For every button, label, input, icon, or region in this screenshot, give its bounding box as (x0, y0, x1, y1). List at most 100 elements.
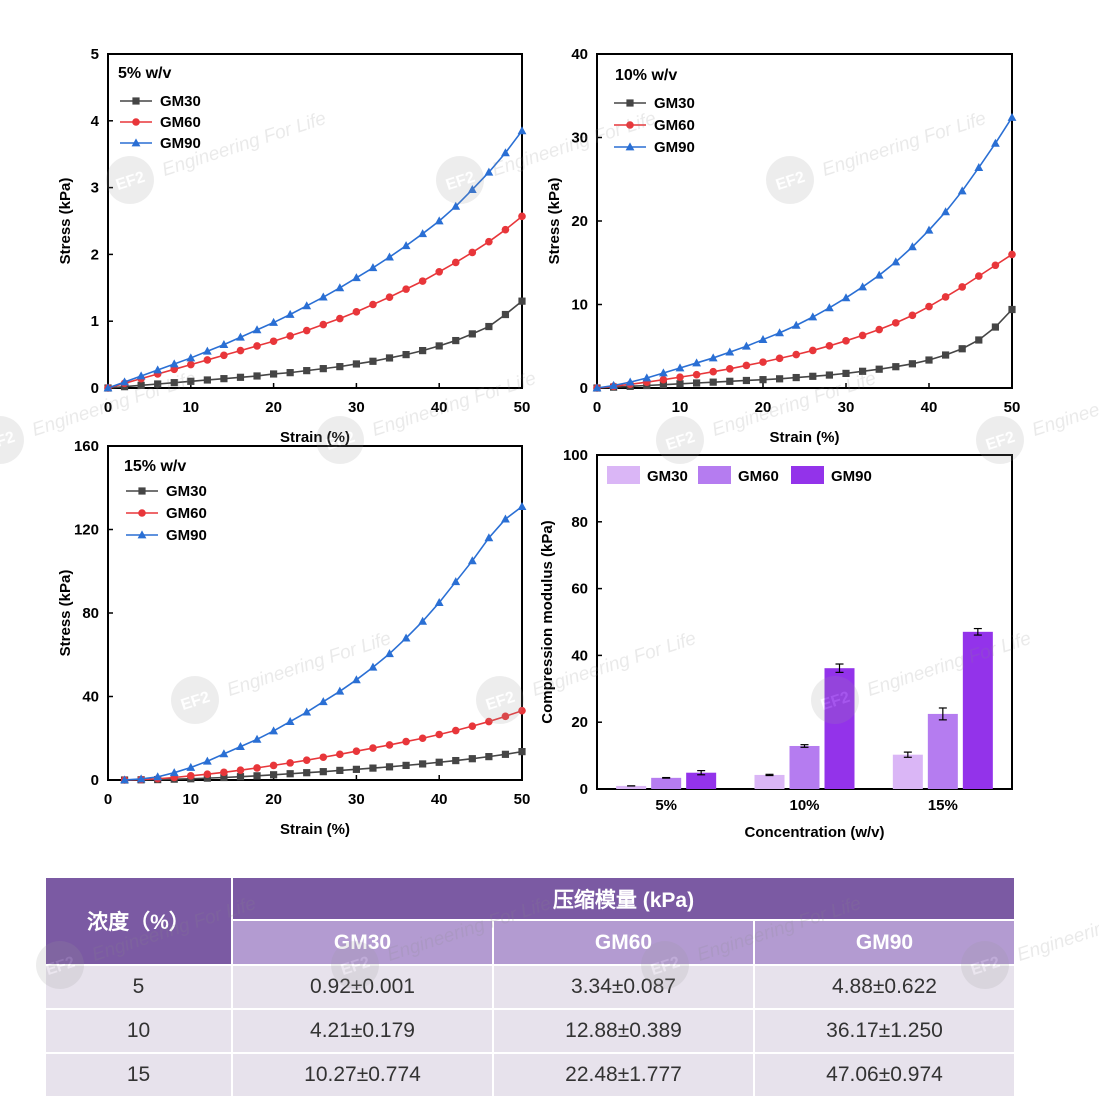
y-tick-label: 100 (563, 447, 588, 464)
data-point (842, 337, 850, 345)
table-cell: 5 (44, 964, 233, 1010)
data-point (975, 272, 983, 280)
data-point (419, 346, 427, 355)
data-point (485, 237, 493, 246)
data-point (841, 293, 851, 302)
data-point (924, 225, 934, 234)
data-point (103, 383, 113, 392)
data-point (186, 762, 196, 771)
bar-gm30 (754, 774, 785, 789)
data-point (202, 756, 212, 765)
y-tick-label: 20 (571, 714, 588, 731)
x-tick-label: 50 (1004, 399, 1021, 416)
data-point (401, 633, 411, 642)
data-point (892, 319, 900, 327)
data-point (501, 750, 510, 758)
data-point (236, 346, 245, 355)
data-point (825, 342, 834, 350)
data-point (385, 649, 394, 658)
compression-modulus-bar-chart: 0 20 40 60 80 100 5% 10% 15% Concentration (w/v) C… (539, 447, 1013, 841)
legend-label: GM90 (160, 135, 201, 152)
data-point (402, 285, 410, 293)
data-point (385, 293, 394, 301)
x-tick-label: 15% (928, 797, 958, 814)
table-cell: 4.88±0.622 (753, 964, 1016, 1010)
data-point (709, 378, 717, 386)
data-point (659, 375, 668, 384)
bar-gm30 (892, 754, 923, 789)
x-tick-label: 10 (672, 399, 689, 416)
data-point (875, 365, 883, 373)
legend-label: GM30 (166, 483, 207, 500)
data-point (792, 350, 800, 359)
data-point (253, 342, 261, 350)
legend-label: GM30 (654, 95, 695, 112)
y-tick-label: 60 (571, 581, 588, 598)
legend-label: GM60 (738, 468, 779, 485)
legend-marker (131, 138, 141, 147)
y-tick-label: 40 (82, 689, 99, 706)
bar-gm90 (962, 631, 993, 789)
data-point (1008, 305, 1016, 314)
data-point (419, 760, 427, 768)
table-cell: 36.17±1.250 (753, 1008, 1016, 1054)
data-point (517, 126, 527, 135)
x-tick-label: 0 (104, 791, 112, 808)
legend-marker (132, 118, 140, 126)
data-point (369, 764, 377, 772)
data-point (451, 201, 461, 210)
data-point (742, 341, 751, 350)
data-point (518, 748, 526, 756)
data-point (137, 381, 145, 389)
x-tick-label: 20 (265, 791, 282, 808)
data-point (874, 270, 884, 279)
data-point (286, 770, 294, 778)
data-point (203, 774, 211, 782)
data-point (352, 675, 361, 684)
data-point (253, 772, 261, 780)
data-point (286, 332, 294, 340)
bar-gm90 (686, 772, 717, 789)
data-point (220, 375, 228, 383)
data-point (908, 242, 917, 251)
data-point (859, 367, 867, 375)
data-point (484, 533, 494, 542)
data-point (219, 339, 229, 348)
data-point (725, 347, 735, 356)
table-cell: 12.88±0.389 (492, 1008, 755, 1054)
data-point (791, 320, 801, 329)
x-tick-label: 0 (104, 399, 112, 416)
y-tick-label: 2 (91, 246, 99, 263)
data-point (286, 759, 294, 767)
y-tick-label: 0 (91, 772, 99, 789)
data-point (908, 360, 916, 368)
table-cell: 3.34±0.087 (492, 964, 755, 1010)
data-point (401, 241, 411, 250)
bar-gm60 (651, 777, 682, 789)
legend-swatch (698, 466, 731, 484)
legend-label: GM60 (654, 117, 695, 134)
data-point (759, 358, 767, 366)
table-cell: 4.21±0.179 (231, 1008, 494, 1054)
legend-swatch (791, 466, 824, 484)
data-point (891, 257, 901, 266)
data-point (435, 342, 443, 350)
x-tick-label: 50 (514, 399, 531, 416)
data-point (975, 336, 983, 344)
x-tick-label: 10 (182, 399, 199, 416)
y-tick-label: 80 (82, 605, 99, 622)
data-point (758, 334, 768, 343)
data-point (219, 749, 229, 758)
panel-title: 15% w/v (124, 458, 186, 475)
data-point (501, 514, 510, 523)
x-axis-label: Strain (%) (769, 429, 839, 446)
x-tick-label: 40 (921, 399, 938, 416)
table-row: 15 10.27±0.774 22.48±1.777 47.06±0.974 (44, 1052, 1016, 1098)
data-point (269, 761, 278, 770)
col-header-gm90: GM90 (753, 919, 1016, 966)
data-point (676, 380, 684, 388)
data-point (693, 379, 701, 387)
legend-label: GM30 (160, 93, 201, 110)
y-axis-label: Compression modulus (kPa) (539, 520, 556, 723)
data-point (336, 363, 344, 371)
